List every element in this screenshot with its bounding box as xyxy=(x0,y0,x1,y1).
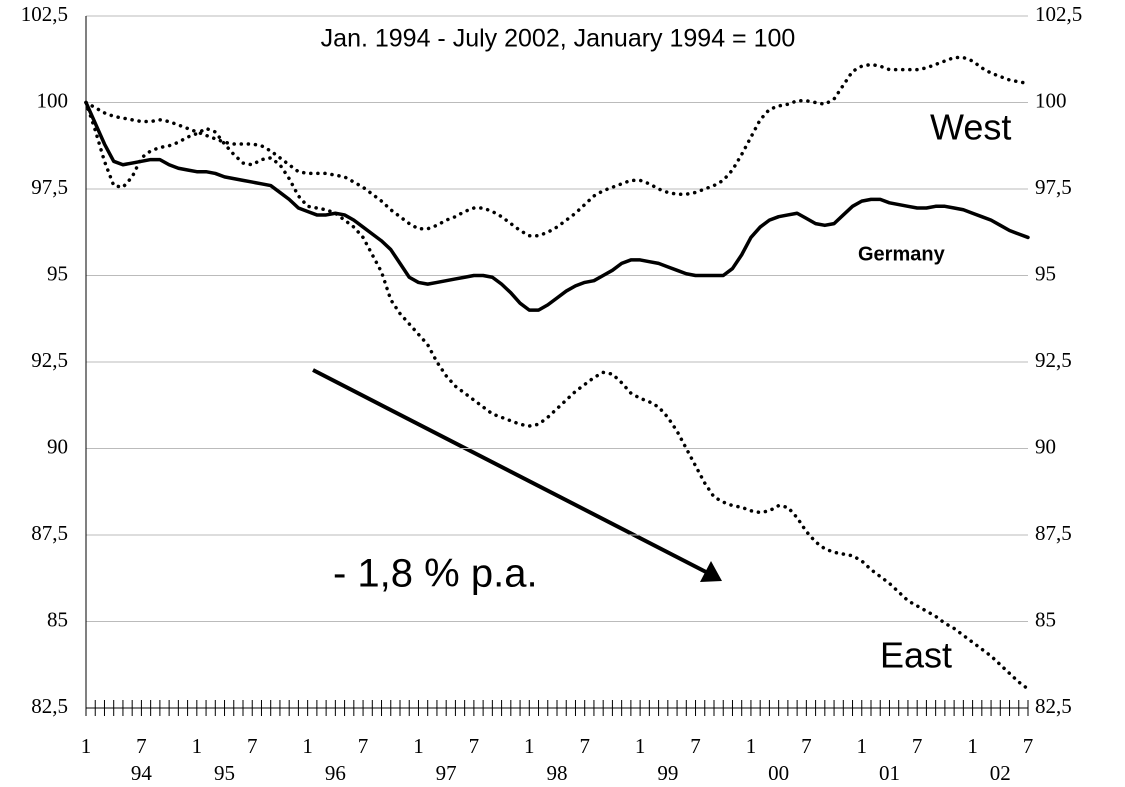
annotation: - 1,8 % p.a. xyxy=(333,552,538,596)
y-tick-label-right: 82,5 xyxy=(1035,694,1072,718)
x-year-label: 96 xyxy=(325,761,346,785)
x-year-label: 00 xyxy=(768,761,789,785)
y-tick-label-right: 85 xyxy=(1035,607,1056,631)
series-line xyxy=(84,100,1030,691)
x-year-label: 01 xyxy=(879,761,900,785)
y-tick-label: 102,5 xyxy=(21,2,68,26)
y-tick-label: 95 xyxy=(47,261,68,285)
annotation: Germany xyxy=(858,243,946,265)
series-label: East xyxy=(880,635,952,676)
y-tick-label: 90 xyxy=(47,434,68,458)
y-tick-label-right: 90 xyxy=(1035,434,1056,458)
x-tick-label: 7 xyxy=(912,734,923,758)
x-tick-label: 1 xyxy=(967,734,978,758)
y-tick-label-right: 95 xyxy=(1035,261,1056,285)
x-tick-label: 1 xyxy=(746,734,757,758)
x-year-label: 99 xyxy=(657,761,678,785)
x-tick-label: 1 xyxy=(524,734,535,758)
x-tick-label: 1 xyxy=(81,734,92,758)
y-tick-label: 100 xyxy=(37,88,69,112)
trend-arrow xyxy=(312,368,707,574)
x-tick-label: 7 xyxy=(579,734,590,758)
x-tick-label: 7 xyxy=(358,734,369,758)
x-tick-label: 1 xyxy=(192,734,203,758)
x-tick-label: 7 xyxy=(1023,734,1034,758)
x-tick-label: 7 xyxy=(247,734,258,758)
x-year-label: 98 xyxy=(547,761,568,785)
y-tick-label: 82,5 xyxy=(31,694,68,718)
x-tick-label: 1 xyxy=(413,734,424,758)
y-tick-label-right: 87,5 xyxy=(1035,521,1072,545)
x-tick-label: 1 xyxy=(635,734,646,758)
y-tick-label: 87,5 xyxy=(31,521,68,545)
x-tick-label: 7 xyxy=(469,734,480,758)
x-year-label: 02 xyxy=(990,761,1011,785)
x-year-label: 94 xyxy=(131,761,153,785)
series-line xyxy=(84,100,1030,312)
x-tick-label: 1 xyxy=(857,734,868,758)
x-tick-label: 7 xyxy=(136,734,147,758)
y-tick-label: 85 xyxy=(47,607,68,631)
y-tick-label-right: 100 xyxy=(1035,88,1067,112)
series-line xyxy=(84,55,1030,238)
y-tick-label-right: 92,5 xyxy=(1035,348,1072,372)
y-tick-label-right: 102,5 xyxy=(1035,2,1082,26)
arrow-head xyxy=(700,561,722,582)
y-tick-label: 97,5 xyxy=(31,175,68,199)
y-tick-label: 92,5 xyxy=(31,348,68,372)
x-tick-label: 1 xyxy=(302,734,313,758)
chart-subtitle: Jan. 1994 - July 2002, January 1994 = 10… xyxy=(321,25,796,53)
x-tick-label: 7 xyxy=(690,734,701,758)
x-year-label: 95 xyxy=(214,761,235,785)
x-year-label: 97 xyxy=(436,761,457,785)
x-tick-label: 7 xyxy=(801,734,812,758)
y-tick-label-right: 97,5 xyxy=(1035,175,1072,199)
series-label: West xyxy=(930,107,1011,148)
